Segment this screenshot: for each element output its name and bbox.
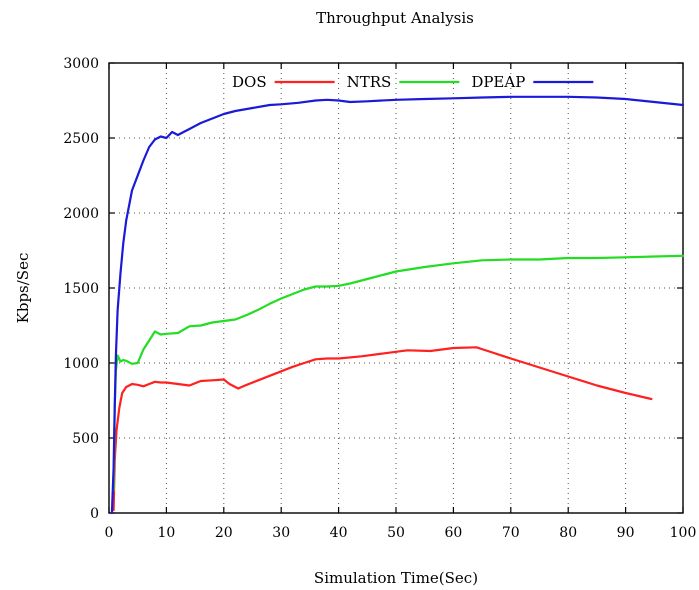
legend-label-dos: DOS <box>232 73 267 91</box>
series-line-ntrs <box>112 254 685 492</box>
y-tick-label: 1500 <box>63 281 99 297</box>
y-tick-label: 500 <box>72 431 99 447</box>
chart-title: Throughput Analysis <box>316 9 474 27</box>
series-layer <box>110 95 685 515</box>
y-tick-label: 3000 <box>63 56 99 72</box>
ticks-layer: 0 10 20 30 40 50 60 70 80 90 100050010001500200025… <box>63 56 696 541</box>
series-line-dos <box>112 346 653 512</box>
y-axis-label: Kbps/Sec <box>14 253 32 324</box>
series-line-dpeap <box>110 95 685 515</box>
x-tick-label: 90 <box>617 525 635 541</box>
y-tick-label: 2500 <box>63 131 99 147</box>
x-tick-label: 30 <box>272 525 290 541</box>
x-tick-label: 60 <box>444 525 462 541</box>
x-tick-label: 20 <box>215 525 233 541</box>
x-tick-label: 40 <box>330 525 348 541</box>
legend: DOS NTRS DPEAP <box>232 73 594 91</box>
y-tick-label: 1000 <box>63 356 99 372</box>
legend-label-dpeap: DPEAP <box>471 73 525 91</box>
x-tick-label: 80 <box>559 525 577 541</box>
x-tick-label: 70 <box>502 525 520 541</box>
x-tick-label: 10 <box>157 525 175 541</box>
x-tick-label: 50 <box>387 525 405 541</box>
x-tick-label: 100 <box>670 525 697 541</box>
legend-label-ntrs: NTRS <box>347 73 392 91</box>
y-tick-label: 2000 <box>63 206 99 222</box>
y-tick-label: 0 <box>90 506 99 522</box>
x-tick-label: 0 <box>105 525 114 541</box>
grid-layer <box>109 63 683 513</box>
x-axis-label: Simulation Time(Sec) <box>314 569 478 587</box>
